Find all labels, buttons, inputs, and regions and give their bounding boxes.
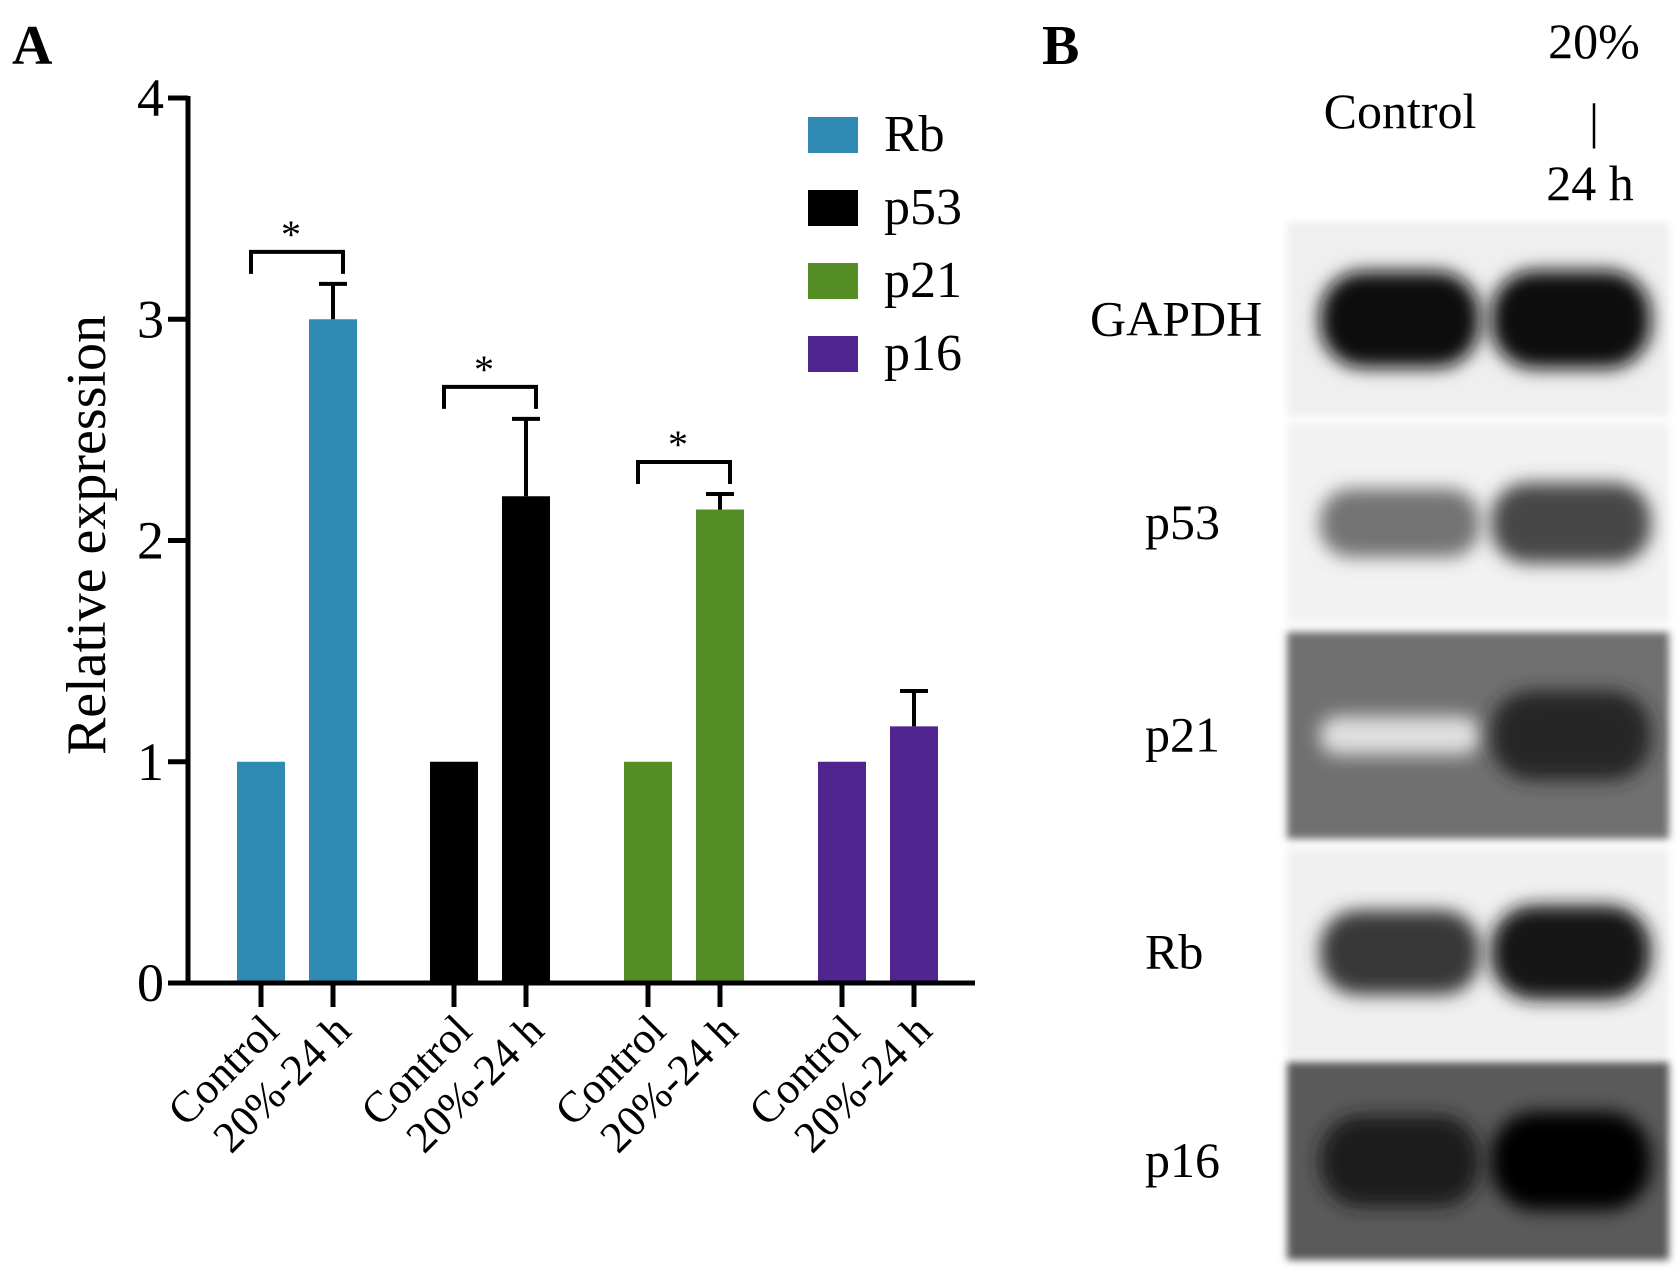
blot-label-p21: p21 [1145,707,1220,763]
panel-a-label: A [12,15,53,77]
bar-p21-1 [696,509,744,983]
bar-p16-1 [890,726,938,983]
blot-label-Rb: Rb [1145,924,1203,980]
blot-band-control [1320,1115,1480,1207]
blot-band-treated [1491,905,1651,1000]
legend: Rb p53 p21 p16 [808,106,962,382]
y-axis: 0 1 2 3 4 [137,68,191,1013]
legend-swatch-p53 [808,190,858,226]
lane-header-treated-time: 24 h [1546,155,1634,211]
y-tick-label: 2 [137,511,164,571]
bars: * * * [237,212,938,983]
bar-chart: Relative expression 0 1 2 3 4 * * * Control20%… [56,68,975,1162]
lane-header-control: Control [1324,83,1477,139]
significance-star-p53: * [474,347,494,392]
blot-band-treated [1491,270,1651,369]
y-tick-label: 3 [137,289,164,349]
legend-swatch-p16 [808,336,858,372]
blot-band-treated [1491,1111,1651,1211]
blot-row-p53: p53 [1145,423,1669,623]
significance-star-Rb: * [281,212,301,257]
y-tick-label: 4 [137,68,164,128]
lane-header-treated-percent: 20% [1548,13,1640,69]
blot-band-control [1320,271,1480,368]
blot-row-p21: p21 [1145,632,1669,839]
blot-row-p16: p16 [1145,1062,1669,1260]
significance-bracket-p21 [636,460,732,485]
y-tick-label: 1 [137,732,164,792]
blot-band-treated [1491,482,1651,564]
blot-label-GAPDH: GAPDH [1090,291,1262,347]
significance-bracket-p53 [442,384,538,409]
blot-band-treated [1491,690,1651,781]
bar-p21-0 [624,761,672,983]
bar-Rb-0 [237,761,285,983]
legend-label-Rb: Rb [884,106,945,163]
legend-swatch-p21 [808,263,858,299]
blot-row-GAPDH: GAPDH [1090,222,1669,417]
western-blot: Control 20% | 24 h GAPDH p53 p21 Rb p16 [1090,13,1669,1260]
blot-row-Rb: Rb [1145,848,1669,1057]
y-tick-label: 0 [137,953,164,1013]
legend-label-p53: p53 [884,179,962,236]
bar-p16-0 [818,761,866,983]
bar-Rb-1 [309,319,357,983]
y-axis-label: Relative expression [56,315,118,755]
significance-star-p21: * [668,422,688,467]
legend-label-p21: p21 [884,252,962,309]
panel-b-label: B [1042,15,1079,77]
blot-band-control [1320,716,1480,755]
blot-band-control [1320,910,1480,995]
blot-label-p16: p16 [1145,1132,1220,1188]
significance-bracket-Rb [249,249,345,274]
legend-swatch-Rb [808,117,858,153]
blot-band-control [1320,488,1480,558]
legend-label-p16: p16 [884,325,962,382]
bar-p53-0 [430,761,478,983]
blot-label-p53: p53 [1145,494,1220,550]
bar-p53-1 [502,496,550,983]
lane-header-treated-separator: | [1589,93,1599,149]
